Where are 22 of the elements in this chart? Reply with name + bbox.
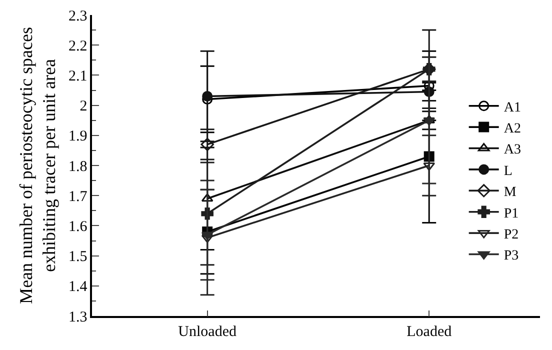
y-tick-label: 1.6	[68, 218, 88, 235]
x-tick-label: Unloaded	[178, 324, 237, 340]
legend-label: P1	[504, 206, 519, 222]
legend-label: P3	[504, 248, 519, 264]
x-tick-label: Loaded	[406, 324, 452, 340]
y-tick-label: 1.5	[68, 249, 88, 266]
y-tick-label: 2.2	[68, 38, 88, 54]
y-axis-title: Mean number of periosteocytic spaces exhibiting tracer per unit area	[16, 27, 60, 304]
legend-label: M	[504, 185, 517, 200]
y-tick-label: 2.3	[68, 8, 88, 24]
legend-label: A2	[504, 122, 521, 137]
legend-label: L	[504, 164, 512, 179]
legend-label: P2	[504, 228, 519, 243]
y-tick-label: 1.7	[68, 188, 88, 205]
y-tick-label: 1.3	[68, 309, 88, 326]
y-tick-label: 2	[80, 98, 88, 115]
y-tick-label: 1.4	[68, 279, 88, 296]
y-tick-label: 1.8	[68, 158, 88, 175]
y-tick-label: 2.1	[68, 68, 88, 84]
legend-label: A1	[504, 100, 521, 116]
y-tick-label: 1.9	[68, 128, 88, 145]
legend-label: A3	[504, 142, 521, 158]
